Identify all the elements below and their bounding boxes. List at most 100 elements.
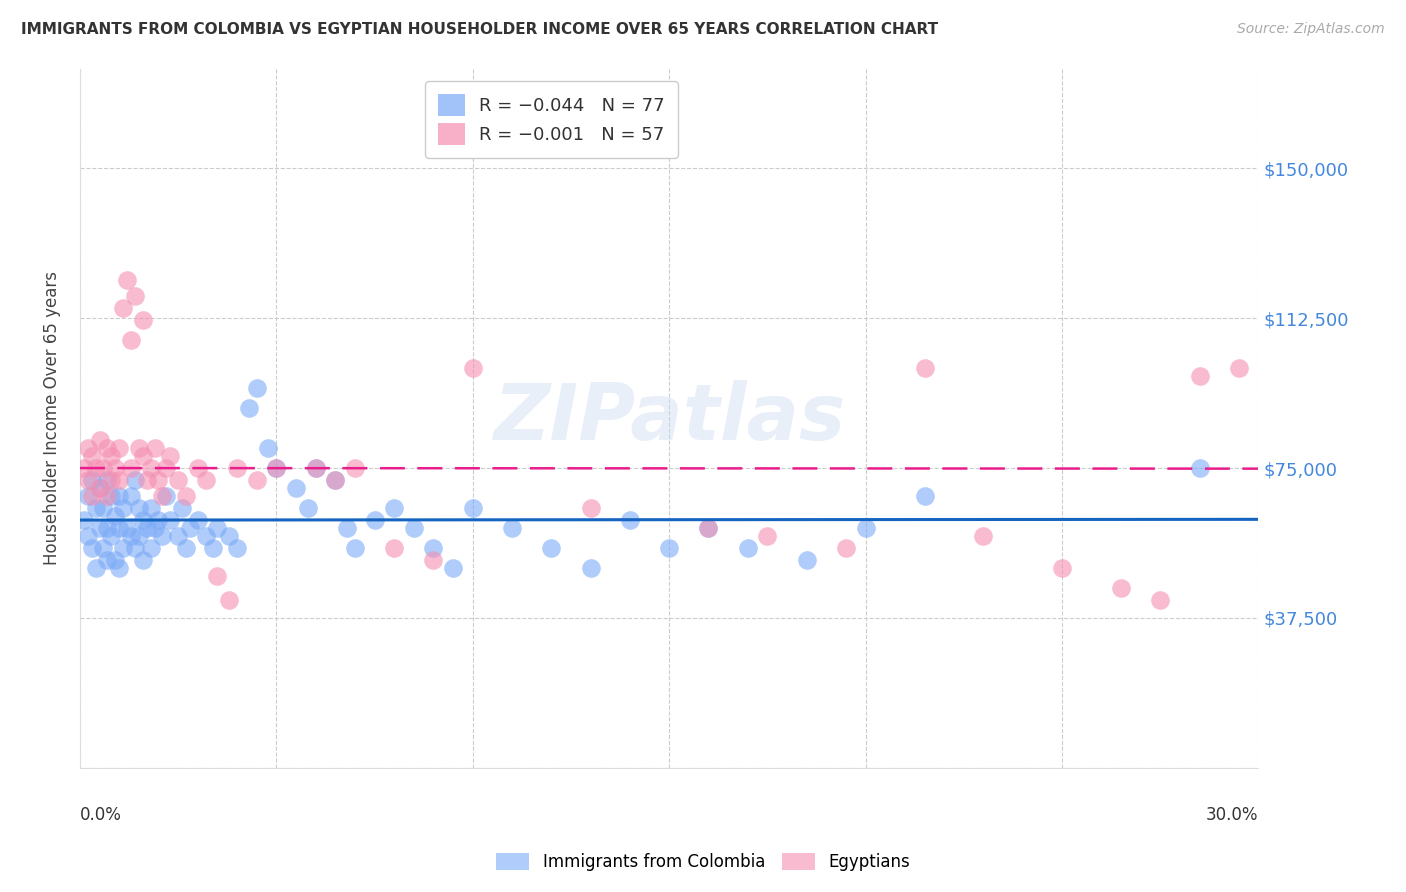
Point [266,461,288,475]
Point [323,473,346,487]
Point [150,529,173,543]
Point [323,473,346,487]
Point [100,489,122,503]
Point [174,489,197,503]
Text: Source: ZipAtlas.com: Source: ZipAtlas.com [1237,22,1385,37]
Point [143,521,166,535]
Point [143,441,166,455]
Point [266,461,288,475]
Point [382,501,405,516]
Point [76,473,98,487]
Point [80,489,103,503]
Point [284,481,307,495]
Point [914,489,936,503]
Point [226,541,249,555]
Point [194,473,217,487]
Point [1188,461,1211,475]
Point [80,473,103,487]
Point [855,521,877,535]
Point [501,521,523,535]
Point [697,521,720,535]
Point [124,473,146,487]
Point [104,461,127,475]
Point [422,541,444,555]
Point [112,301,135,316]
Text: 30.0%: 30.0% [1206,806,1258,824]
Point [89,521,111,535]
Point [73,513,96,527]
Point [218,593,240,607]
Point [167,529,190,543]
Point [835,541,858,555]
Point [207,569,229,583]
Point [96,553,118,567]
Point [135,473,157,487]
Point [170,501,193,516]
Point [737,541,759,555]
Point [579,501,602,516]
Point [257,441,280,455]
Point [1188,369,1211,384]
Point [132,313,155,327]
Point [155,461,177,475]
Point [93,501,115,516]
Point [914,361,936,376]
Point [343,461,366,475]
Y-axis label: Householder Income Over 65 years: Householder Income Over 65 years [44,271,60,566]
Point [80,541,103,555]
Point [84,461,107,475]
Point [108,521,131,535]
Point [1109,581,1132,595]
Point [76,529,98,543]
Point [135,521,157,535]
Point [96,521,118,535]
Point [363,513,385,527]
Point [112,541,135,555]
Point [89,433,111,447]
Point [658,541,681,555]
Point [972,529,994,543]
Point [112,501,135,516]
Point [246,381,269,395]
Point [76,489,98,503]
Point [187,461,209,475]
Point [115,273,138,287]
Point [104,553,127,567]
Point [382,541,405,555]
Point [93,461,115,475]
Point [796,553,818,567]
Point [89,481,111,495]
Point [148,473,170,487]
Point [150,489,173,503]
Point [461,361,484,376]
Point [207,521,229,535]
Point [124,289,146,303]
Point [402,521,425,535]
Point [96,473,118,487]
Point [132,513,155,527]
Point [128,529,150,543]
Point [93,541,115,555]
Point [155,489,177,503]
Point [148,513,170,527]
Point [540,541,562,555]
Point [108,473,131,487]
Point [115,521,138,535]
Point [120,461,142,475]
Point [194,529,217,543]
Text: 0.0%: 0.0% [80,806,122,824]
Point [218,529,240,543]
Point [100,529,122,543]
Point [80,449,103,463]
Point [159,513,181,527]
Point [120,529,142,543]
Point [756,529,779,543]
Point [139,541,162,555]
Point [128,441,150,455]
Point [132,449,155,463]
Point [108,489,131,503]
Point [96,441,118,455]
Point [120,489,142,503]
Point [246,473,269,487]
Point [124,541,146,555]
